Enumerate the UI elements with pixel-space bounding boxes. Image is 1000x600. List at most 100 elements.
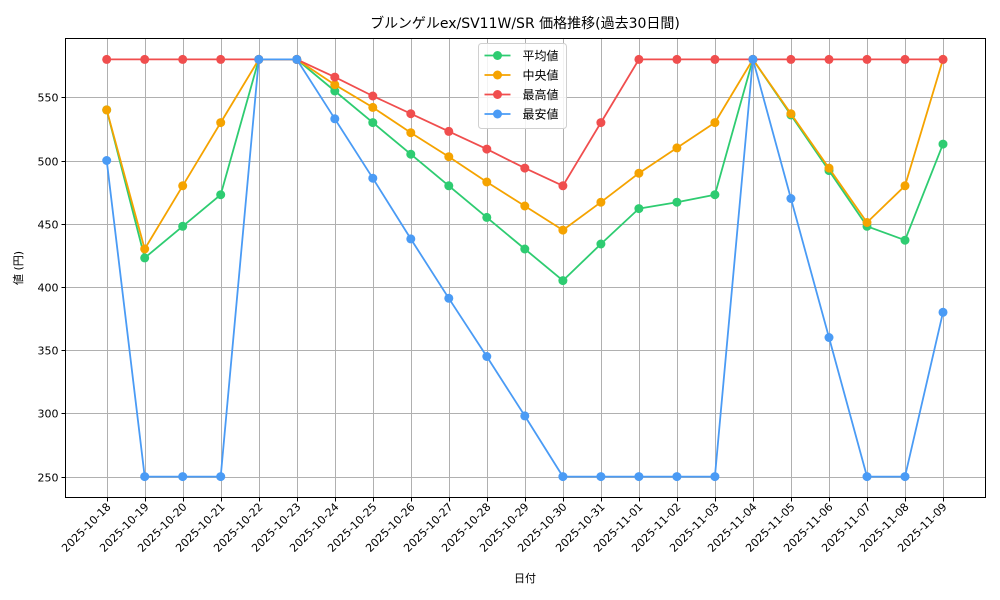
data-point-marker — [444, 293, 454, 303]
legend-label: 最安値 — [523, 107, 559, 122]
data-point-marker — [216, 472, 226, 482]
data-point-marker — [596, 239, 606, 249]
data-point-marker — [102, 156, 112, 165]
data-point-marker — [406, 234, 416, 244]
data-point-marker — [330, 114, 340, 124]
grid-lines — [65, 38, 986, 498]
data-point-marker — [368, 91, 378, 101]
y-tick-label: 550 — [38, 92, 59, 105]
data-point-marker — [558, 472, 568, 482]
y-tick-label: 250 — [38, 472, 59, 485]
data-point-marker — [786, 109, 796, 119]
data-point-marker — [710, 54, 720, 64]
data-point-marker — [406, 149, 416, 159]
data-point-marker — [102, 105, 112, 115]
series-1 — [102, 54, 948, 254]
legend-label: 平均値 — [523, 48, 559, 63]
data-point-marker — [140, 253, 150, 263]
y-tick-label: 450 — [38, 219, 59, 232]
data-point-marker — [824, 54, 834, 64]
data-point-marker — [862, 472, 872, 482]
series-3 — [102, 54, 948, 482]
data-point-marker — [862, 218, 872, 227]
data-point-marker — [938, 54, 948, 64]
x-axis-label: 日付 — [514, 572, 536, 585]
data-point-marker — [634, 168, 644, 178]
data-point-marker — [634, 54, 644, 64]
data-point-marker — [710, 118, 720, 128]
data-point-marker — [482, 144, 492, 154]
data-point-marker — [520, 201, 530, 211]
legend-marker-icon — [493, 90, 502, 99]
legend-marker-icon — [493, 51, 502, 60]
data-point-marker — [900, 235, 910, 245]
data-point-marker — [178, 54, 188, 64]
legend-marker-icon — [493, 70, 502, 80]
data-point-marker — [406, 128, 416, 138]
data-point-marker — [558, 276, 568, 286]
data-point-marker — [596, 118, 606, 128]
data-point-marker — [178, 221, 188, 231]
legend-label: 最高値 — [523, 87, 559, 102]
legend-label: 中央値 — [523, 68, 559, 83]
legend-item: 最高値 — [484, 87, 559, 102]
data-point-marker — [824, 163, 834, 173]
data-point-marker — [140, 54, 150, 64]
data-series — [102, 54, 948, 482]
chart-title: ブルンゲルex/SV11W/SR 価格推移(過去30日間) — [370, 15, 680, 32]
data-point-marker — [444, 181, 454, 191]
y-tick-label: 400 — [38, 282, 59, 295]
data-point-marker — [520, 244, 530, 254]
data-point-marker — [368, 173, 378, 183]
data-point-marker — [900, 472, 910, 482]
data-point-marker — [672, 54, 682, 64]
data-point-marker — [900, 54, 910, 64]
data-point-marker — [102, 54, 112, 64]
data-point-marker — [482, 352, 492, 361]
data-point-marker — [596, 197, 606, 207]
legend-item: 最安値 — [484, 107, 559, 122]
data-point-marker — [786, 194, 796, 203]
data-point-marker — [292, 54, 302, 64]
data-point-marker — [710, 190, 720, 200]
legend-box — [478, 43, 567, 129]
data-point-marker — [140, 472, 150, 482]
data-point-marker — [672, 143, 682, 153]
data-point-marker — [444, 152, 454, 162]
data-point-marker — [634, 204, 644, 214]
legend-item: 中央値 — [484, 68, 559, 83]
data-point-marker — [330, 72, 340, 82]
data-point-marker — [596, 472, 606, 482]
data-point-marker — [482, 177, 492, 187]
data-point-marker — [634, 472, 644, 482]
data-point-marker — [672, 472, 682, 482]
data-point-marker — [900, 181, 910, 191]
data-point-marker — [216, 54, 226, 64]
data-point-marker — [178, 181, 188, 191]
data-point-marker — [368, 102, 378, 112]
legend-marker-icon — [493, 109, 502, 119]
y-tick-label: 500 — [38, 156, 59, 169]
data-point-marker — [938, 307, 948, 317]
data-point-marker — [330, 86, 340, 96]
y-axis-label: 値 (円) — [12, 251, 25, 285]
data-point-marker — [482, 212, 492, 222]
data-point-marker — [368, 118, 378, 128]
data-point-marker — [862, 54, 872, 64]
y-axis: 250 300 350 400 450 500 550 — [38, 92, 66, 485]
data-point-marker — [178, 472, 188, 482]
data-point-marker — [558, 225, 568, 235]
x-axis: 2025-10-182025-10-192025-10-202025-10-21… — [59, 497, 950, 555]
data-point-marker — [710, 472, 720, 482]
data-point-marker — [672, 197, 682, 207]
data-point-marker — [938, 139, 948, 149]
data-point-marker — [444, 126, 454, 136]
data-point-marker — [520, 163, 530, 173]
data-point-marker — [520, 411, 530, 421]
data-point-marker — [140, 244, 150, 254]
data-point-marker — [786, 54, 796, 64]
data-point-marker — [748, 54, 758, 64]
data-point-marker — [824, 333, 834, 342]
